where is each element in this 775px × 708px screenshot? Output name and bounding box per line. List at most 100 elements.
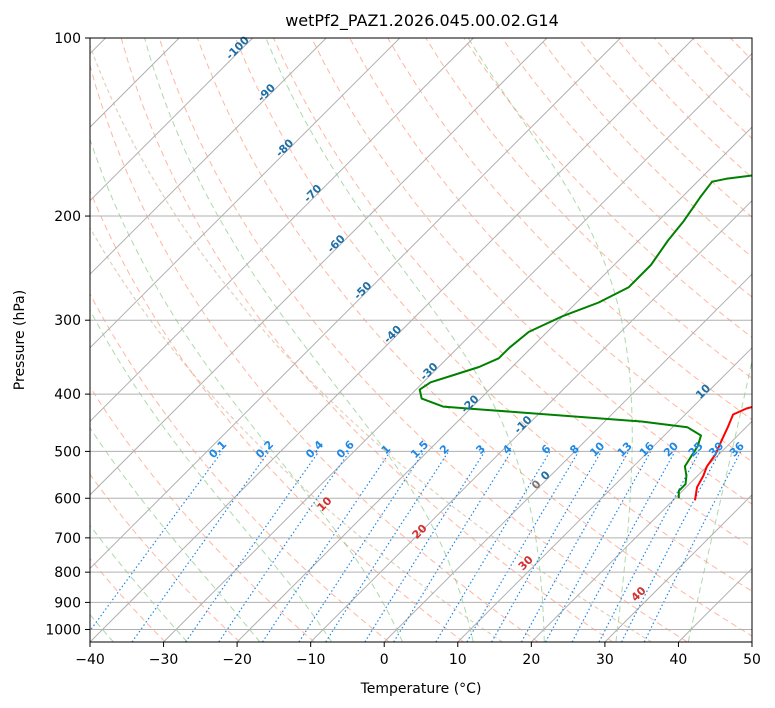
dry-adiabat xyxy=(273,38,752,548)
moist-adiabat xyxy=(144,38,474,642)
x-tick-label: −40 xyxy=(75,652,105,668)
dry-adiabat-label: 10 xyxy=(315,494,335,514)
isotherm-line xyxy=(90,38,548,496)
mixing-ratio-label: 8 xyxy=(567,442,582,457)
x-axis-label: Temperature (°C) xyxy=(360,681,482,697)
dry-adiabat xyxy=(90,63,539,642)
isotherm-label: -70 xyxy=(301,182,324,205)
y-tick-label: 800 xyxy=(54,565,81,581)
dry-adiabat-label: 20 xyxy=(410,521,430,541)
x-tick-label: 50 xyxy=(743,652,761,668)
mixing-ratio-line xyxy=(571,451,676,642)
isotherm-line xyxy=(90,38,327,275)
moist-adiabat xyxy=(467,38,633,642)
moist-adiabat xyxy=(90,524,188,642)
isotherm-line xyxy=(530,420,752,642)
isotherm-line xyxy=(383,273,752,642)
mixing-ratio-line xyxy=(325,451,450,642)
mixing-ratio-line xyxy=(545,451,652,642)
dry-adiabat-label: 30 xyxy=(516,553,536,573)
moist-adiabat xyxy=(90,309,333,642)
dewpoint-profile xyxy=(418,174,752,499)
mixing-ratio-line xyxy=(90,451,223,632)
mixing-ratio-label: 6 xyxy=(539,442,554,457)
isotherm-line xyxy=(604,494,752,642)
dry-adiabat xyxy=(120,38,613,642)
mixing-ratio-line xyxy=(621,451,721,642)
isotherm-label: 10 xyxy=(693,381,713,401)
profile-series xyxy=(418,174,752,501)
y-tick-label: 700 xyxy=(54,531,81,547)
dry-adiabat xyxy=(501,38,752,298)
mixing-ratio-label: 20 xyxy=(661,439,681,459)
mixing-ratio-label: 10 xyxy=(587,439,607,459)
plot-frame xyxy=(89,37,753,643)
mixing-ratio-label: 16 xyxy=(637,439,657,459)
y-tick-label: 200 xyxy=(54,209,81,225)
isotherm-line xyxy=(751,641,752,642)
moist-adiabat xyxy=(90,427,261,642)
isotherm-line xyxy=(236,126,752,642)
x-axis: −40 −30 −20 −10 0 10 20 30 40 50 xyxy=(75,642,761,668)
mixing-ratio-line xyxy=(598,451,701,642)
dry-adiabat xyxy=(158,38,688,642)
y-tick-label: 600 xyxy=(54,491,81,507)
x-tick-label: 30 xyxy=(596,652,614,668)
mixing-ratio-label: 3 xyxy=(473,442,488,457)
dry-adiabat xyxy=(90,292,390,642)
mixing-ratio-label: 36 xyxy=(727,439,747,459)
dry-adiabat xyxy=(235,38,752,592)
background-lines xyxy=(90,38,752,642)
dry-adiabat xyxy=(311,38,752,505)
dry-adiabat xyxy=(463,38,752,339)
temperature-profile xyxy=(694,405,752,501)
isotherm-line xyxy=(163,52,752,642)
y-axis-label: Pressure (hPa) xyxy=(12,290,28,390)
isotherm-line xyxy=(90,38,401,349)
isotherm-label: -50 xyxy=(351,279,374,302)
mixing-ratio-line xyxy=(218,451,351,642)
y-tick-label: 900 xyxy=(54,595,81,611)
isotherm-label: -80 xyxy=(273,136,296,159)
dry-adiabat xyxy=(425,38,752,379)
dry-adiabat xyxy=(90,189,464,642)
mixing-ratio-label: 1 xyxy=(379,442,394,457)
dry-adiabat xyxy=(90,385,315,642)
mixing-ratio-line xyxy=(261,451,391,642)
isotherm-line xyxy=(310,199,752,642)
mixing-ratio-line xyxy=(364,451,486,642)
mixing-ratio-label: 1.5 xyxy=(408,438,431,461)
x-tick-label: 0 xyxy=(380,652,389,668)
mixing-ratio-line xyxy=(520,451,630,642)
moist-adiabat xyxy=(265,38,545,642)
isotherm-line xyxy=(90,38,254,202)
isotherm-line xyxy=(457,347,752,642)
isotherm-line xyxy=(90,38,474,423)
mixing-ratio-line xyxy=(298,451,425,642)
dry-adiabat xyxy=(349,38,752,463)
y-tick-label: 500 xyxy=(54,444,81,460)
x-tick-label: 40 xyxy=(670,652,688,668)
y-tick-label: 1000 xyxy=(45,622,81,638)
isotherm-line xyxy=(90,38,695,642)
y-tick-label: 100 xyxy=(54,31,81,47)
x-tick-label: 10 xyxy=(449,652,467,668)
y-tick-label: 400 xyxy=(54,387,81,403)
isotherm-line xyxy=(90,38,621,570)
x-tick-label: −10 xyxy=(296,652,326,668)
mixing-ratio-label: 0.4 xyxy=(303,438,326,461)
mixing-ratio-line xyxy=(131,451,270,642)
theta-curve xyxy=(90,44,652,642)
mixing-ratio-label: 30 xyxy=(706,439,726,459)
theta-curve xyxy=(90,226,503,642)
dry-adiabat xyxy=(90,473,241,642)
moist-adiabat xyxy=(90,137,404,642)
isotherm-label: -90 xyxy=(255,81,278,104)
dry-adiabat xyxy=(730,38,752,61)
y-tick-label: 300 xyxy=(54,313,81,329)
mixing-ratio-line xyxy=(185,451,320,642)
dry-adiabat xyxy=(387,38,752,421)
x-tick-label: −20 xyxy=(222,652,252,668)
mixing-ratio-label: 0.6 xyxy=(334,438,357,461)
mixing-ratio-line xyxy=(643,451,742,642)
